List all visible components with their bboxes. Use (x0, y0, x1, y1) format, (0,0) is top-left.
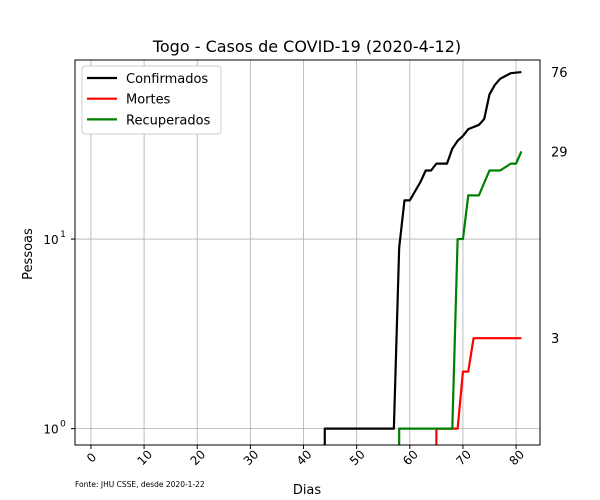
end-labels: 76 3 29 (551, 66, 568, 347)
end-label-confirmados: 76 (551, 66, 568, 81)
x-axis-label: Dias (293, 483, 322, 498)
x-tick-label: 40 (294, 447, 315, 468)
y-tick-exponent: 0 (60, 420, 66, 430)
legend-label-confirmados: Confirmados (126, 72, 208, 87)
plot-frame (74, 59, 541, 446)
end-label-mortes: 3 (551, 332, 559, 347)
x-tick-label: 70 (453, 447, 474, 468)
series-line-confirmados (323, 70, 522, 445)
y-tick-exponent: 1 (60, 230, 66, 240)
legend-label-recuperados: Recuperados (126, 113, 211, 128)
y-tick-label: 10 (43, 423, 58, 437)
legend: Confirmados Mortes Recuperados (81, 65, 222, 135)
x-tick-label: 10 (134, 447, 155, 468)
x-tick-label: 20 (188, 447, 209, 468)
x-tick-label: 30 (241, 447, 262, 468)
end-label-recuperados: 29 (551, 145, 568, 160)
x-tick-label: 60 (400, 447, 421, 468)
legend-box (81, 65, 222, 135)
y-axis-label: Pessoas (21, 228, 36, 280)
x-tick-label: 50 (347, 447, 368, 468)
source-note: Fonte: JHU CSSE, desde 2020-1-22 (75, 480, 205, 489)
x-tick-label: 0 (84, 450, 99, 465)
x-axis: 0 10 20 30 40 50 60 70 80 (84, 445, 527, 468)
y-tick-label: 10 (43, 233, 58, 247)
x-tick-label: 80 (506, 447, 527, 468)
series-layer (323, 70, 523, 445)
chart-title: Togo - Casos de COVID-19 (2020-4-12) (152, 37, 461, 56)
legend-label-mortes: Mortes (126, 93, 171, 108)
series-line-recuperados (398, 150, 523, 445)
